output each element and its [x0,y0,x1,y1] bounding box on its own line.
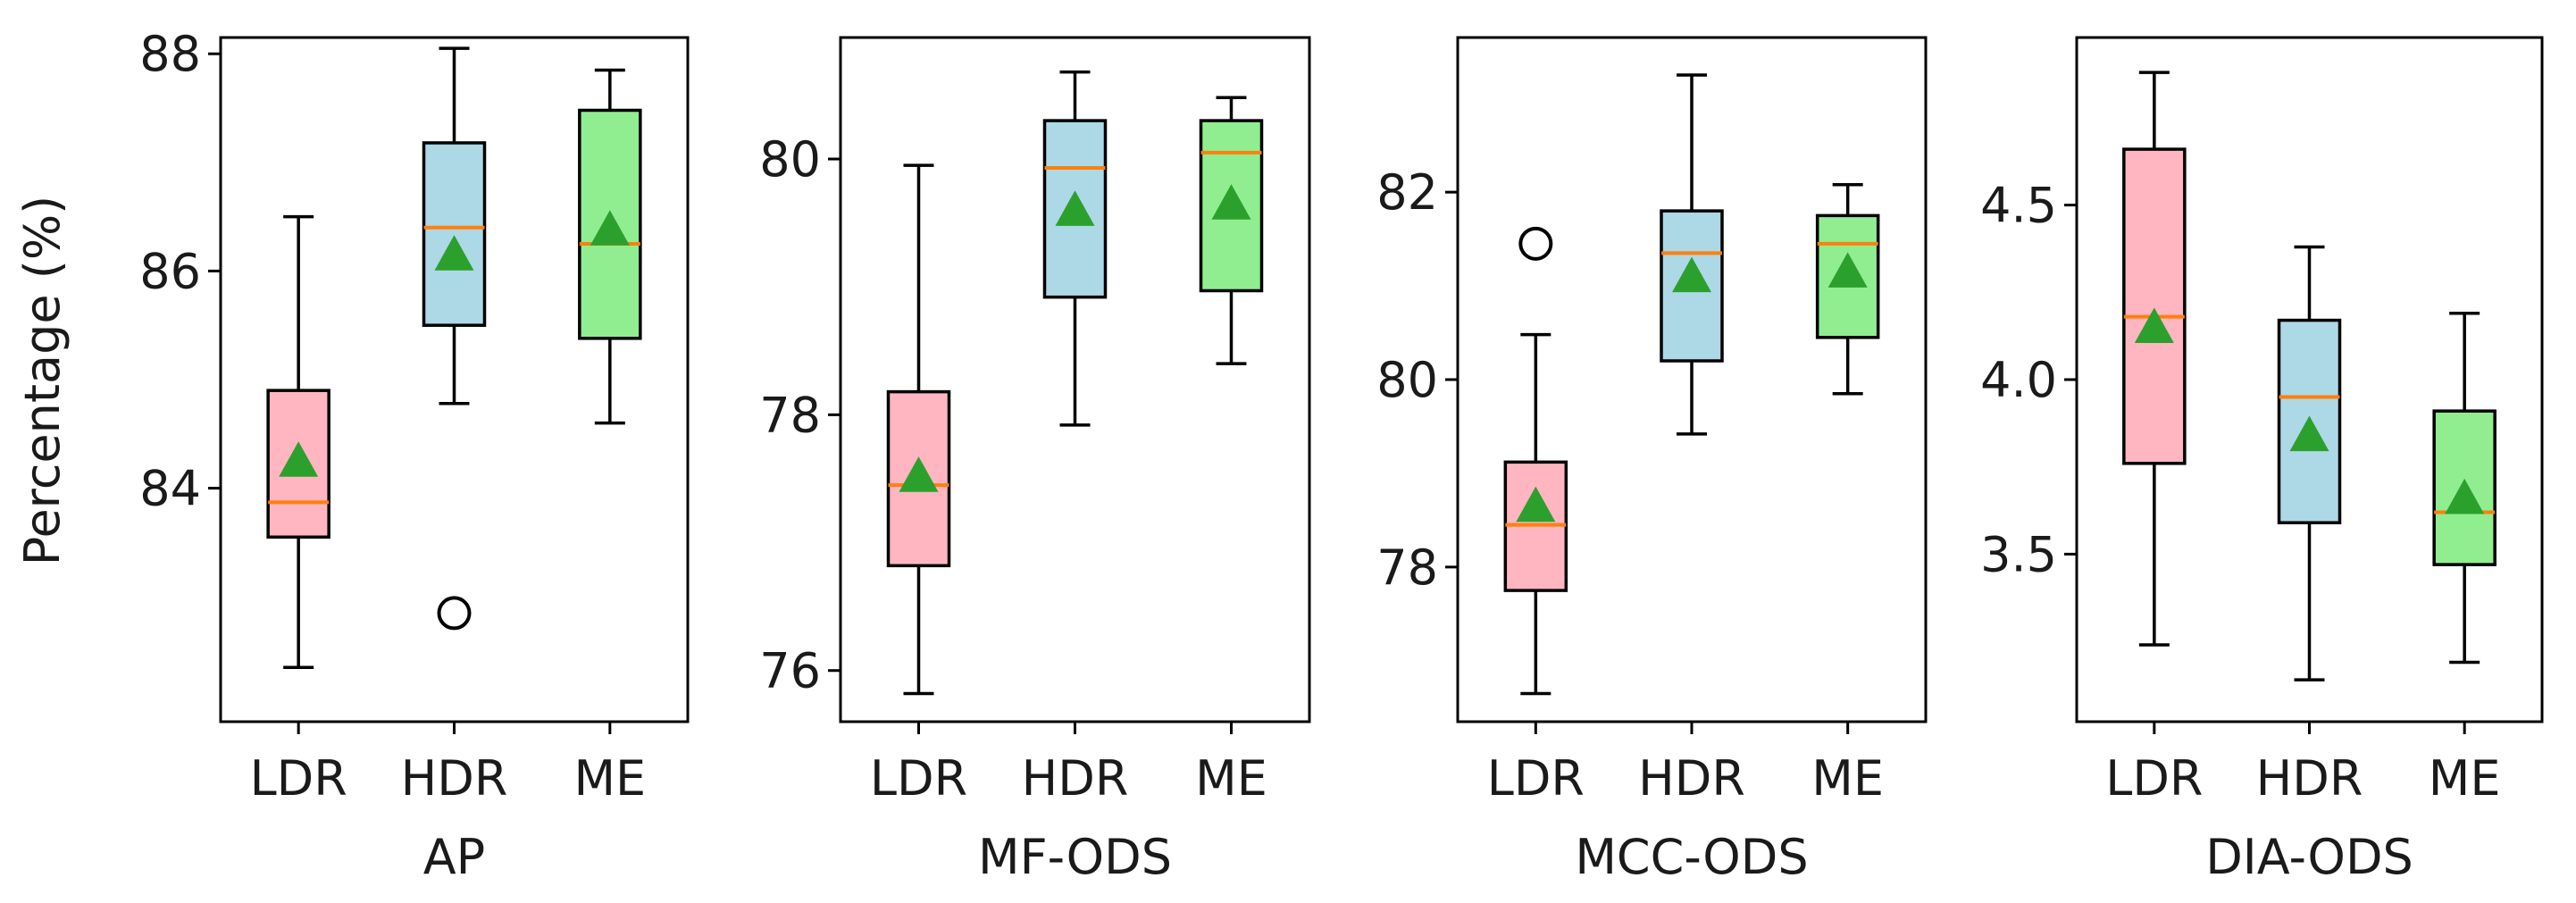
mean-marker [2445,478,2485,514]
box-me [578,68,642,425]
box-hdr [2277,245,2342,681]
x-tick-label: ME [2429,750,2501,807]
y-tick-label: 4.0 [1980,352,2057,408]
outlier-point [1518,226,1553,261]
box-ldr [1503,226,1568,696]
y-tick-label: 80 [1376,352,1438,408]
mean-marker [1211,184,1251,220]
mean-marker [2134,307,2174,343]
box-body [886,389,951,568]
subplot-panels: 84 86 88 LDR HDR ME AP 76 78 80 LDR HDR ME MF-ODS 78 80… [139,26,2544,885]
y-tick-label: 76 [759,643,821,699]
x-tick-label: HDR [401,750,508,807]
box-ldr [266,214,330,669]
x-tick-label: LDR [1487,750,1585,807]
box-ldr [2122,71,2187,647]
axes-frame [1456,36,1928,723]
box-body [422,141,487,327]
box-hdr [1660,73,1724,436]
x-tick-label: HDR [1022,750,1129,807]
y-tick-label: 80 [759,131,821,188]
y-tick-label: 4.5 [1980,178,2057,234]
box-hdr [422,46,487,631]
x-tick-label: LDR [2105,750,2203,807]
mean-marker [434,235,474,271]
mean-marker [899,456,939,492]
y-tick-label: 86 [139,243,201,299]
box-me [1815,182,1880,396]
box-me [1199,96,1264,365]
axes-frame [219,36,690,723]
mean-marker [590,210,630,246]
y-tick-label: 3.5 [1980,526,2057,582]
subplot-dia-ods: 3.5 4.0 4.5 LDR HDR ME DIA-ODS [1980,36,2544,885]
x-tick-label: HDR [2256,750,2363,807]
mean-marker [1516,486,1556,523]
mean-marker [2289,415,2329,452]
box-hdr [1042,70,1108,427]
box-body [2122,147,2187,465]
x-tick-label: ME [1811,750,1884,807]
x-tick-label: LDR [870,750,967,807]
y-tick-label: 78 [1376,539,1438,596]
x-axis-label: MCC-ODS [1575,829,1808,885]
figure-ylabel: Percentage (%) [14,196,71,565]
axes-frame [2075,36,2544,723]
outlier-point [437,596,472,631]
x-axis-label: AP [423,829,486,885]
x-tick-label: LDR [250,750,347,807]
mean-marker [279,441,319,477]
mean-marker [1827,252,1868,288]
box-ldr [886,163,951,696]
box-me [2432,311,2497,665]
mean-marker [1055,190,1095,226]
y-tick-label: 88 [139,26,201,82]
subplot-mf-ods: 76 78 80 LDR HDR ME MF-ODS [759,36,1311,885]
y-tick-label: 82 [1376,164,1438,221]
x-axis-label: MF-ODS [978,829,1172,885]
box-body [2277,318,2342,524]
axes-frame [839,36,1311,723]
mean-marker [1672,256,1711,293]
subplot-ap: 84 86 88 LDR HDR ME AP [139,26,690,885]
y-tick-label: 78 [759,387,821,443]
y-tick-label: 84 [139,461,201,517]
x-tick-label: HDR [1638,750,1745,807]
x-axis-label: DIA-ODS [2205,829,2413,885]
x-tick-label: ME [573,750,646,807]
x-tick-label: ME [1195,750,1267,807]
